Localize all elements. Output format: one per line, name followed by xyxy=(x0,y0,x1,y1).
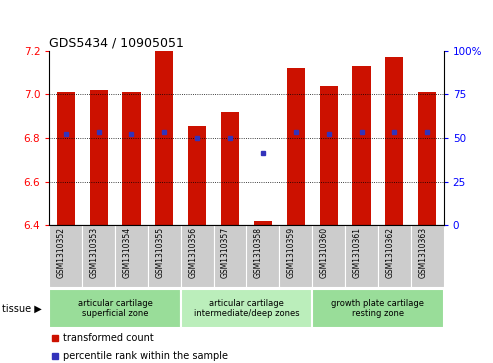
Bar xyxy=(386,57,403,225)
Text: percentile rank within the sample: percentile rank within the sample xyxy=(63,351,228,362)
Text: transformed count: transformed count xyxy=(63,334,154,343)
Bar xyxy=(319,86,338,225)
Bar xyxy=(411,225,444,287)
Bar xyxy=(49,289,181,328)
Bar xyxy=(312,289,444,328)
Bar xyxy=(122,92,141,225)
Bar xyxy=(188,126,206,225)
Text: GDS5434 / 10905051: GDS5434 / 10905051 xyxy=(49,37,184,50)
Bar xyxy=(287,68,305,225)
Text: GSM1310359: GSM1310359 xyxy=(287,227,296,278)
Text: articular cartilage
intermediate/deep zones: articular cartilage intermediate/deep zo… xyxy=(194,299,299,318)
Text: articular cartilage
superficial zone: articular cartilage superficial zone xyxy=(77,299,152,318)
Bar xyxy=(181,289,312,328)
Bar xyxy=(378,225,411,287)
Bar xyxy=(49,225,82,287)
Bar xyxy=(280,225,312,287)
Bar xyxy=(82,225,115,287)
Bar xyxy=(254,221,272,225)
Bar xyxy=(352,66,371,225)
Bar xyxy=(155,49,174,225)
Bar xyxy=(213,225,246,287)
Bar xyxy=(345,225,378,287)
Text: GSM1310360: GSM1310360 xyxy=(319,227,329,278)
Text: GSM1310363: GSM1310363 xyxy=(418,227,427,278)
Text: growth plate cartilage
resting zone: growth plate cartilage resting zone xyxy=(331,299,424,318)
Bar xyxy=(312,225,345,287)
Text: GSM1310355: GSM1310355 xyxy=(155,227,164,278)
Bar xyxy=(90,90,107,225)
Text: GSM1310353: GSM1310353 xyxy=(90,227,99,278)
Text: GSM1310362: GSM1310362 xyxy=(386,227,394,278)
Text: tissue ▶: tissue ▶ xyxy=(2,303,42,314)
Text: GSM1310354: GSM1310354 xyxy=(122,227,132,278)
Bar xyxy=(246,225,280,287)
Bar xyxy=(148,225,181,287)
Bar xyxy=(115,225,148,287)
Text: GSM1310361: GSM1310361 xyxy=(352,227,361,278)
Text: GSM1310358: GSM1310358 xyxy=(254,227,263,278)
Bar xyxy=(418,92,436,225)
Bar xyxy=(221,112,239,225)
Text: GSM1310357: GSM1310357 xyxy=(221,227,230,278)
Bar xyxy=(181,225,213,287)
Text: GSM1310352: GSM1310352 xyxy=(57,227,66,278)
Bar xyxy=(57,92,75,225)
Text: GSM1310356: GSM1310356 xyxy=(188,227,197,278)
